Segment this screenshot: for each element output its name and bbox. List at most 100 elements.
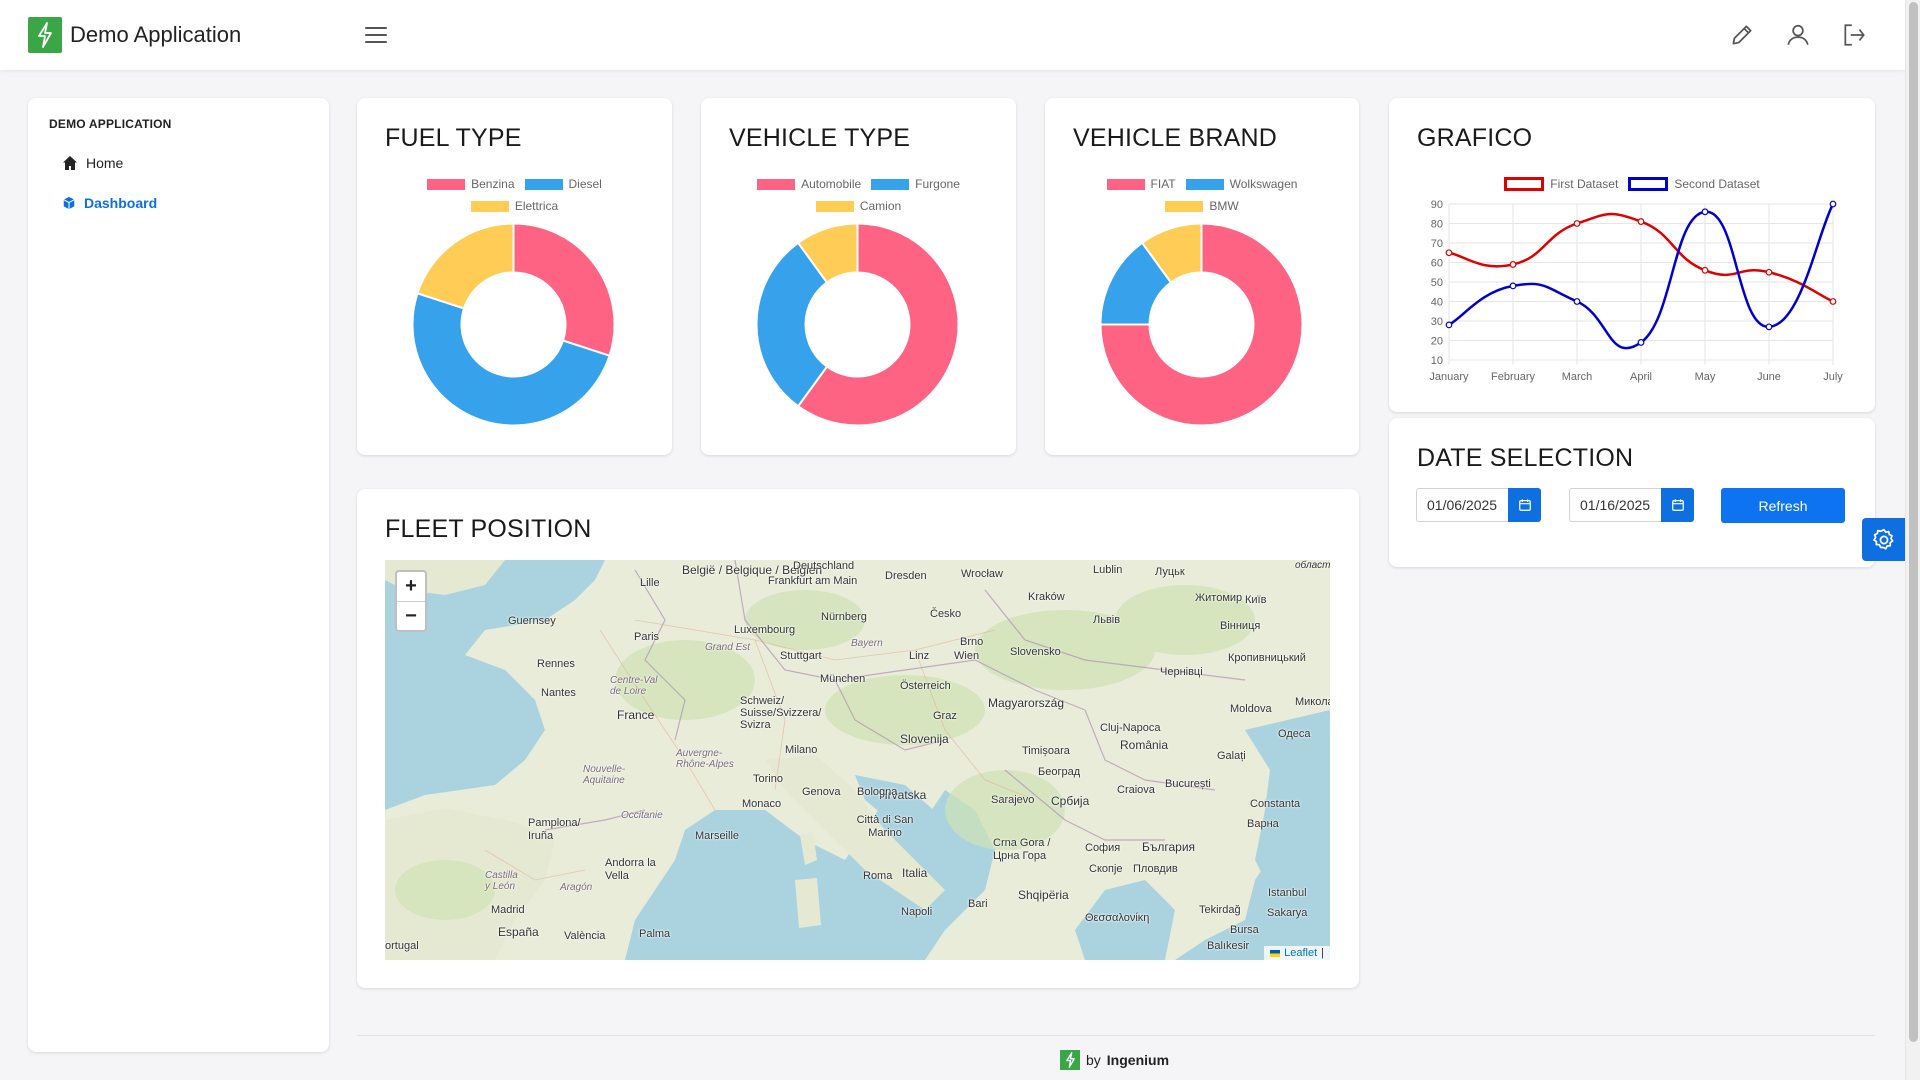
app-logo[interactable] [28, 17, 62, 53]
map-label: Львів [1093, 614, 1121, 626]
sidebar-title: DEMO APPLICATION [49, 117, 172, 131]
leaflet-link[interactable]: Leaflet [1284, 947, 1318, 959]
map-attribution: Leaflet | [1264, 946, 1330, 960]
map-label: Italia [902, 866, 928, 880]
map-label: Madrid [491, 904, 525, 916]
end-date-calendar-button[interactable] [1661, 488, 1694, 522]
legend-swatch [524, 178, 563, 190]
map-label: România [1120, 738, 1169, 752]
map-label: Česko [930, 608, 962, 620]
legend-swatch [1504, 177, 1545, 191]
data-point[interactable] [1445, 321, 1453, 329]
footer-company[interactable]: Ingenium [1106, 1052, 1170, 1068]
doughnut-slice-diesel[interactable] [411, 292, 611, 427]
legend-item[interactable]: Benzina [427, 176, 515, 192]
map-label: Миколаїв [1295, 696, 1330, 708]
sidebar-item-home[interactable]: Home [62, 152, 123, 174]
map-label: Stuttgart [780, 650, 822, 662]
legend-item[interactable]: Diesel [524, 176, 602, 192]
doughnut-slice-elettrica[interactable] [416, 222, 515, 310]
legend-item[interactable]: Wolkswagen [1185, 176, 1297, 192]
map-label: Варна [1247, 818, 1279, 830]
zoom-out-button[interactable]: − [397, 601, 425, 630]
data-point[interactable] [1829, 298, 1837, 305]
x-tick-label: January [1429, 371, 1469, 383]
gear-icon [1872, 528, 1894, 550]
start-date-input[interactable] [1416, 488, 1508, 522]
legend-item[interactable]: Furgone [871, 176, 960, 192]
user-profile-icon[interactable] [1785, 22, 1811, 48]
footer-logo [1060, 1050, 1080, 1070]
y-tick-label: 30 [1431, 316, 1443, 328]
legend-item[interactable]: BMW [1165, 198, 1239, 214]
legend-item[interactable]: Second Dataset [1628, 176, 1760, 192]
map-label: Constanta [1250, 798, 1301, 810]
data-point[interactable] [1573, 298, 1581, 305]
map-label: București [1165, 778, 1211, 790]
logout-icon[interactable] [1841, 22, 1867, 48]
data-point[interactable] [1637, 339, 1645, 346]
scrollbar-thumb[interactable] [1909, 2, 1918, 1042]
sidebar-item-dashboard[interactable]: Dashboard [62, 192, 157, 214]
doughnut-slice-fiat[interactable] [1099, 222, 1304, 427]
data-point[interactable] [1573, 220, 1581, 227]
doughnut-slice-automobile[interactable] [796, 222, 960, 427]
legend-label: FIAT [1150, 177, 1176, 191]
legend-item[interactable]: First Dataset [1504, 176, 1618, 192]
legend-item[interactable]: FIAT [1106, 176, 1176, 192]
legend-item[interactable]: Automobile [757, 176, 861, 192]
map-label: Città di San Marino [856, 814, 914, 839]
cube-icon [63, 196, 75, 210]
doughnut-slice-furgone[interactable] [755, 241, 829, 408]
map-label: Istanbul [1268, 887, 1307, 899]
fleet-map[interactable]: België / Belgique / Belgien Deutschland … [385, 560, 1330, 960]
data-point[interactable] [1637, 218, 1645, 225]
legend-item[interactable]: Elettrica [470, 198, 558, 214]
data-point[interactable] [1829, 200, 1837, 208]
grafico-line-chart: 10 20 30 40 50 60 70 80 90 January February March Ap… [1429, 199, 1843, 383]
doughnut-slice-benzina[interactable] [512, 222, 616, 357]
doughnut-slice-camion[interactable] [796, 222, 859, 284]
data-point[interactable] [1765, 268, 1773, 276]
start-date-calendar-button[interactable] [1508, 488, 1541, 522]
settings-gear-button[interactable] [1862, 518, 1905, 561]
legend-swatch [871, 178, 910, 190]
legend-item[interactable]: Camion [815, 198, 901, 214]
data-point[interactable] [1445, 249, 1453, 257]
map-label: Roma [863, 870, 893, 882]
y-tick-label: 20 [1431, 336, 1443, 348]
map-label: Sarajevo [991, 794, 1035, 806]
map-label: Tekirdağ [1199, 904, 1241, 916]
menu-toggle-icon[interactable] [364, 25, 388, 45]
map-label: Milano [785, 744, 818, 756]
doughnut-slice-bmw[interactable] [1140, 222, 1203, 284]
map-label: Чернівці [1160, 666, 1203, 678]
map-zoom-control: + − [395, 570, 427, 632]
data-point[interactable] [1701, 208, 1709, 216]
data-point[interactable] [1701, 266, 1709, 274]
y-tick-label: 80 [1431, 219, 1443, 231]
data-point[interactable] [1509, 261, 1517, 268]
zoom-in-button[interactable]: + [405, 575, 417, 597]
map-label: Graz [933, 710, 957, 722]
data-point[interactable] [1765, 323, 1773, 331]
legend-label: Benzina [471, 177, 515, 191]
app-title: Demo Application [70, 22, 242, 47]
map-label: Napoli [901, 906, 933, 918]
legend-label: Second Dataset [1674, 177, 1760, 191]
map-label: Bari [968, 898, 988, 910]
home-icon [63, 156, 77, 170]
map-label: België / Belgique / Belgien [682, 563, 823, 577]
page-scrollbar[interactable] [1905, 0, 1920, 1080]
map-label: Bursa [1230, 924, 1259, 936]
map-label: Rennes [537, 658, 575, 670]
y-tick-label: 70 [1431, 238, 1443, 250]
footer-divider [357, 1035, 1875, 1036]
map-label: Timișoara [1022, 745, 1070, 757]
end-date-input[interactable] [1569, 488, 1661, 522]
edit-pencil-icon[interactable] [1729, 22, 1755, 48]
refresh-button[interactable]: Refresh [1721, 488, 1845, 523]
map-label: Nouvelle-Aquitaine [583, 764, 626, 786]
data-point[interactable] [1509, 282, 1517, 290]
legend-swatch [1628, 177, 1669, 191]
